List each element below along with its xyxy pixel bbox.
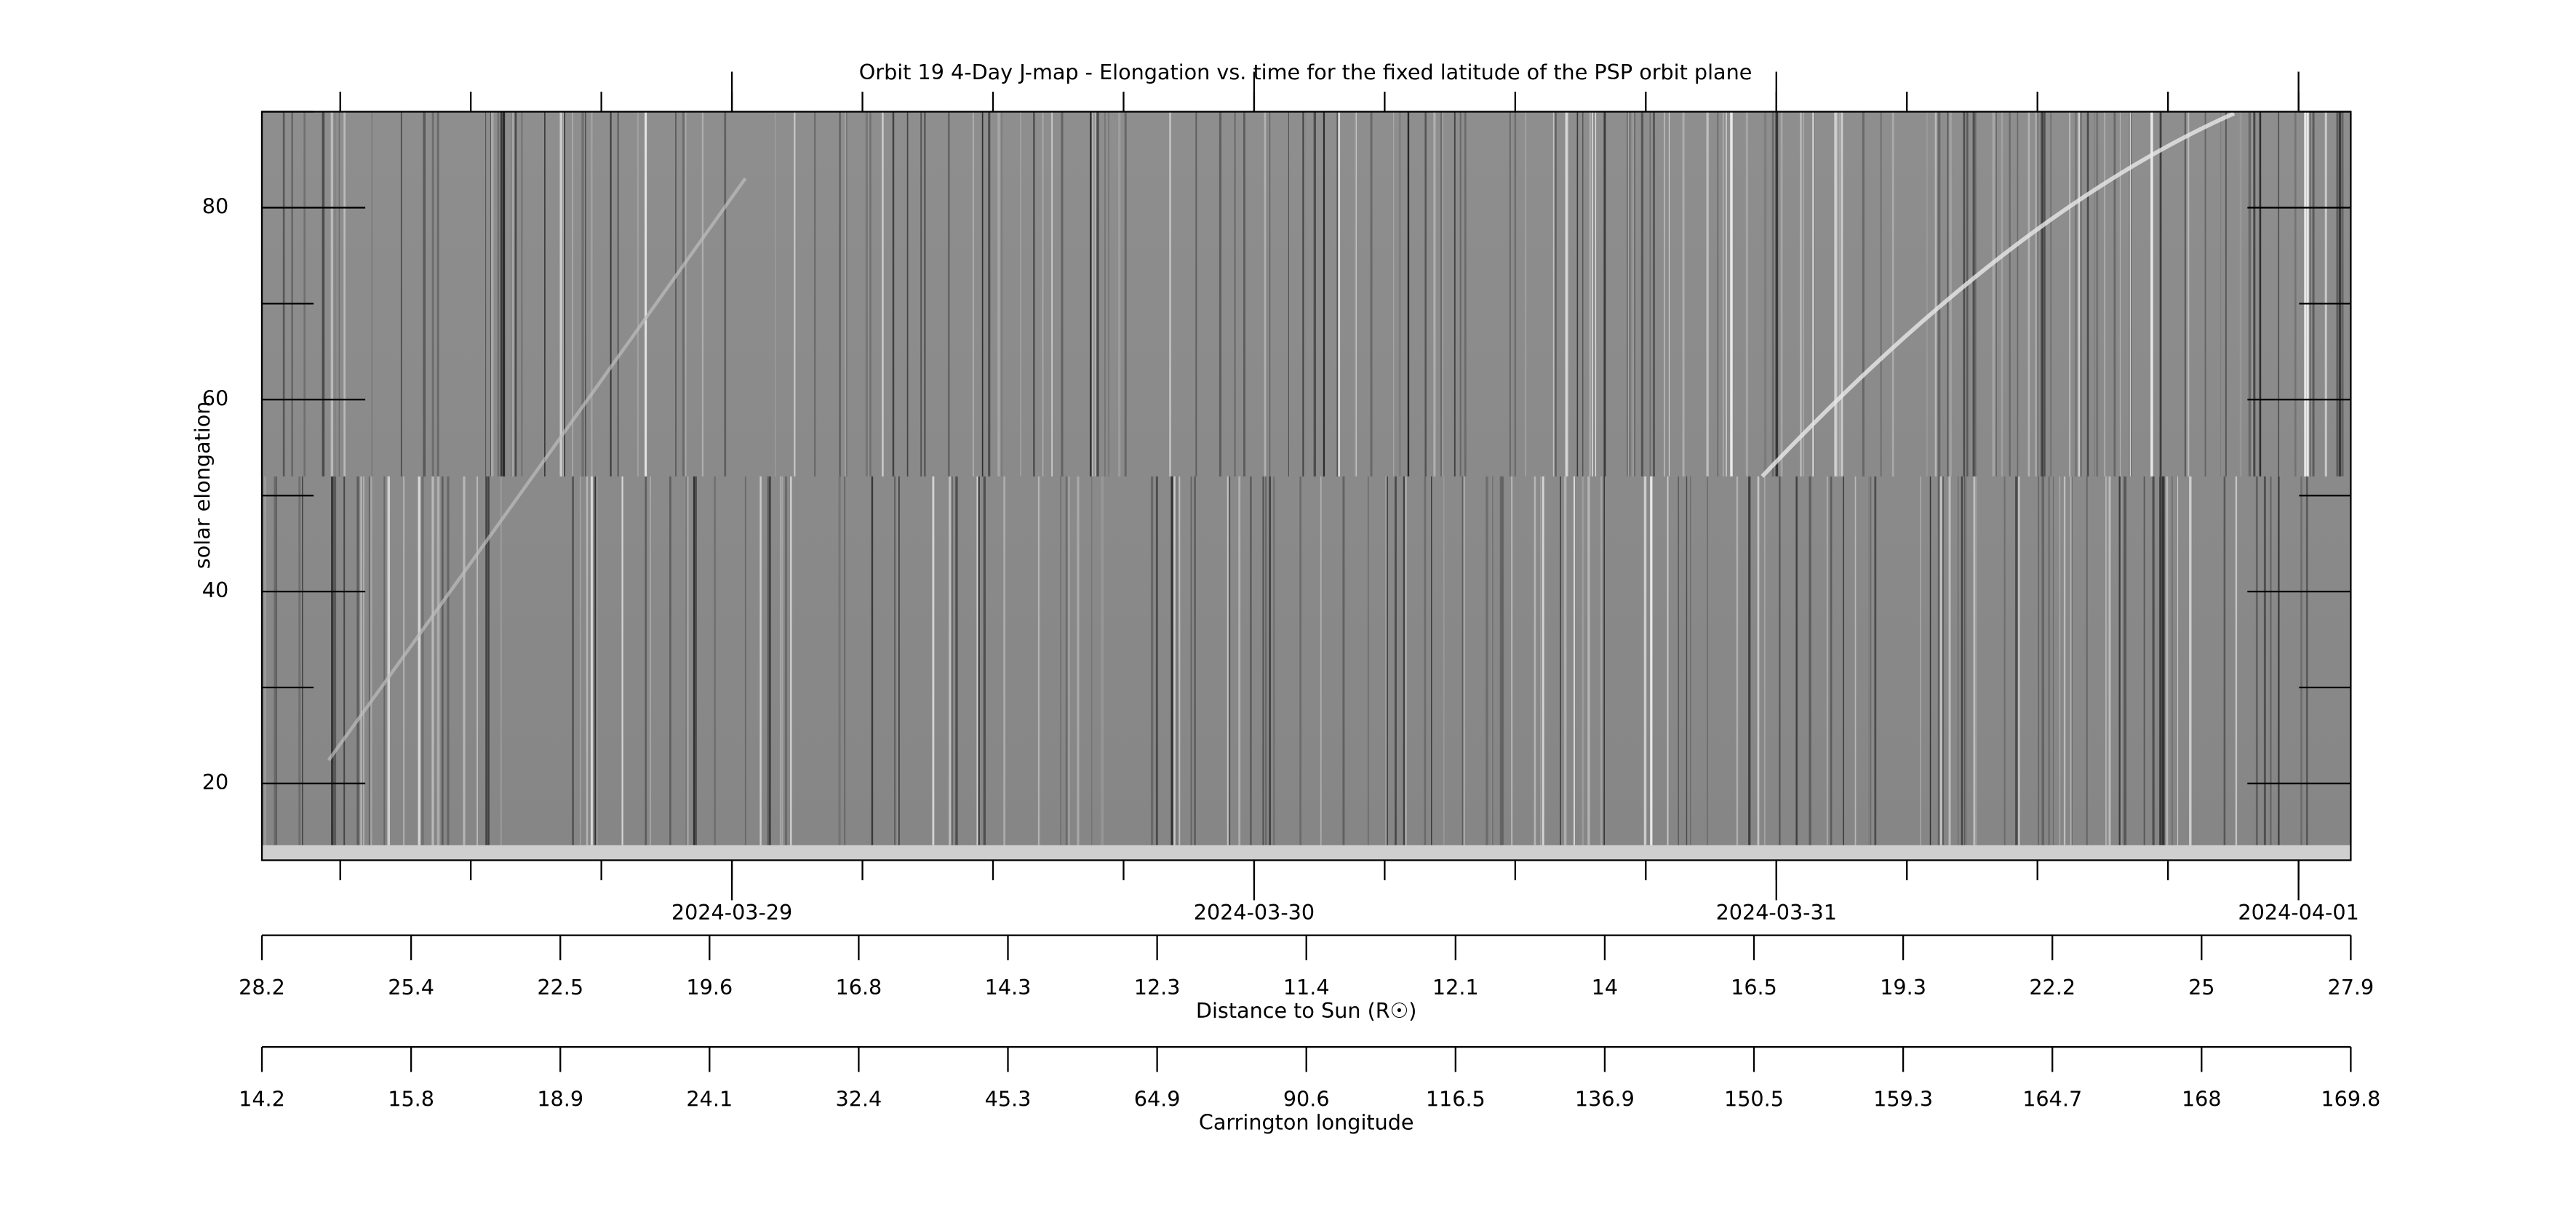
secondary-tick-label: 24.1 [686, 1086, 733, 1111]
secondary-tick-label: 159.3 [1873, 1086, 1933, 1111]
secondary-tick-label: 12.1 [1432, 975, 1479, 1000]
secondary-tick-label: 11.4 [1283, 975, 1330, 1000]
secondary-tick-label: 45.3 [985, 1086, 1032, 1111]
secondary-tick-label: 169.8 [2321, 1086, 2380, 1111]
secondary-tick-label: 168 [2182, 1086, 2222, 1111]
secondary-tick-label: 22.5 [537, 975, 583, 1000]
secondary-tick-label: 90.6 [1283, 1086, 1330, 1111]
secondary-tick-label: 14.2 [239, 1086, 285, 1111]
secondary-tick-label: 19.3 [1880, 975, 1926, 1000]
x-tick-label: 2024-03-29 [671, 900, 792, 925]
secondary-tick-label: 22.2 [2029, 975, 2075, 1000]
secondary-tick-label: 16.5 [1731, 975, 1777, 1000]
x-tick-label: 2024-03-31 [1716, 900, 1837, 925]
secondary-tick-label: 18.9 [537, 1086, 583, 1111]
secondary-tick-label: 14 [1592, 975, 1618, 1000]
secondary-tick-label: 136.9 [1575, 1086, 1635, 1111]
secondary-tick-label: 12.3 [1134, 975, 1181, 1000]
secondary-axis-label: Distance to Sun (R☉) [1196, 998, 1417, 1023]
secondary-tick-label: 150.5 [1724, 1086, 1784, 1111]
secondary-tick-label: 25 [2188, 975, 2214, 1000]
secondary-tick-label: 25.4 [388, 975, 434, 1000]
secondary-tick-label: 64.9 [1134, 1086, 1181, 1111]
secondary-tick-label: 32.4 [836, 1086, 882, 1111]
plot-frame [260, 111, 2352, 861]
y-tick-label: 40 [202, 578, 228, 602]
secondary-tick-label: 116.5 [1426, 1086, 1486, 1111]
secondary-tick-label: 15.8 [388, 1086, 434, 1111]
secondary-tick-label: 27.9 [2328, 975, 2374, 1000]
y-tick-label: 60 [202, 386, 228, 410]
image-feature [327, 177, 747, 762]
jmap-image [262, 111, 2351, 861]
y-axis-label: solar elongation [190, 402, 215, 570]
secondary-tick-label: 28.2 [239, 975, 285, 1000]
image-texture [260, 111, 2344, 845]
chart-title: Orbit 19 4-Day J-map - Elongation vs. ti… [859, 60, 1752, 84]
secondary-tick-label: 164.7 [2022, 1086, 2082, 1111]
y-tick-label: 20 [202, 770, 228, 794]
x-tick-label: 2024-03-30 [1194, 900, 1315, 925]
x-tick-label: 2024-04-01 [2238, 900, 2358, 925]
image-feature [1760, 111, 2236, 478]
secondary-tick-label: 14.3 [985, 975, 1032, 1000]
image-bottom-strip [262, 845, 2351, 861]
secondary-tick-label: 16.8 [836, 975, 882, 1000]
secondary-tick-label: 19.6 [686, 975, 733, 1000]
y-tick-label: 80 [202, 194, 228, 218]
secondary-axis-label: Carrington longitude [1199, 1110, 1414, 1135]
